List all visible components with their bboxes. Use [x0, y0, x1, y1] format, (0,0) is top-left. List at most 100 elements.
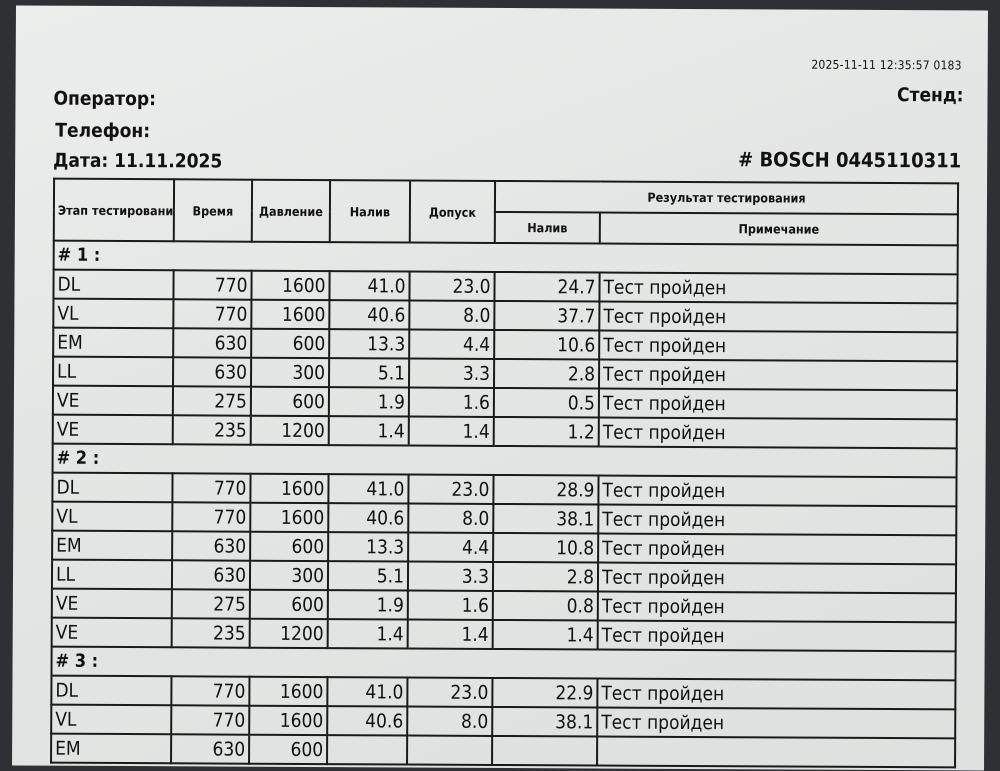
table-row: DL 770 1600 41.0 23.0 24.7 Тест пройден — [53, 269, 958, 304]
group-label: # 2 : — [52, 443, 957, 478]
cell-note: Тест пройден — [597, 620, 956, 652]
cell-pressure: 600 — [250, 386, 330, 417]
cell-stage: EM — [52, 530, 173, 561]
cell-fill: 13.3 — [329, 329, 410, 359]
cell-note: Тест пройден — [598, 388, 957, 420]
header-fill: Налив — [329, 180, 411, 243]
cell-stage: VE — [52, 414, 173, 445]
table-row: VL 770 1600 40.6 8.0 38.1 Тест пройден — [52, 501, 957, 536]
cell-tolerance: 8.0 — [407, 706, 493, 736]
cell-result-fill: 28.9 — [493, 474, 599, 505]
cell-result-fill: 22.9 — [492, 677, 598, 708]
cell-stage: LL — [51, 559, 173, 590]
group-label: # 1 : — [53, 240, 958, 275]
cell-note: Тест пройден — [599, 272, 958, 304]
cell-fill: 5.1 — [329, 358, 410, 388]
cell-time: 770 — [171, 705, 250, 735]
table-row: VE 235 1200 1.4 1.4 1.4 Тест пройден — [51, 617, 956, 652]
test-results-table: Этап тестирования Время Давление Налив Д… — [50, 178, 959, 769]
header-pressure: Давление — [251, 179, 331, 243]
cell-note: Тест пройден — [599, 301, 958, 333]
cell-result-fill: 24.7 — [494, 271, 600, 302]
cell-time: 275 — [172, 386, 252, 416]
table-row: DL 770 1600 41.0 23.0 22.9 Тест пройден — [51, 675, 956, 710]
cell-note: Тест пройден — [598, 359, 958, 391]
cell-note: Тест пройден — [597, 591, 956, 623]
cell-fill: 40.6 — [328, 503, 409, 533]
part-number: # BOSCH 0445110311 — [738, 147, 962, 173]
cell-tolerance: 1.6 — [407, 590, 493, 620]
table-row: EM 630 600 13.3 4.4 10.8 Тест пройден — [52, 530, 957, 565]
cell-tolerance: 23.0 — [408, 474, 494, 504]
cell-pressure: 300 — [251, 357, 330, 388]
cell-time: 770 — [171, 676, 250, 706]
table-row: EM 630 600 — [51, 733, 956, 768]
cell-result-fill: 10.6 — [494, 329, 600, 360]
cell-fill: 41.0 — [328, 474, 409, 504]
cell-fill: 1.4 — [328, 416, 409, 446]
table-row: LL 630 300 5.1 3.3 2.8 Тест пройден — [51, 559, 957, 594]
cell-tolerance: 8.0 — [409, 300, 495, 330]
cell-time: 770 — [172, 502, 251, 532]
table-row: VL 770 1600 40.6 8.0 38.1 Тест пройден — [51, 704, 956, 739]
cell-stage: VE — [51, 617, 172, 648]
cell-result-fill: 2.8 — [494, 358, 600, 389]
cell-result-fill: 1.4 — [492, 619, 598, 650]
cell-note: Тест пройден — [597, 678, 956, 710]
cell-fill: 5.1 — [327, 561, 409, 591]
cell-tolerance: 8.0 — [408, 503, 494, 533]
cell-tolerance: 3.3 — [409, 358, 495, 388]
cell-stage: VL — [53, 298, 174, 329]
phone-label: Телефон: — [55, 119, 151, 143]
test-report-sheet: 2025-11-11 12:35:57 0183 Оператор: Телеф… — [12, 5, 988, 771]
cell-pressure: 1600 — [249, 705, 328, 736]
cell-note: Тест пройден — [599, 330, 958, 362]
cell-tolerance: 4.4 — [408, 532, 494, 562]
cell-tolerance: 3.3 — [407, 561, 494, 591]
cell-stage: EM — [51, 733, 172, 764]
cell-pressure: 1600 — [249, 676, 328, 707]
cell-tolerance: 1.6 — [408, 387, 495, 417]
cell-fill: 13.3 — [328, 532, 409, 562]
group-row: # 3 : — [51, 646, 956, 681]
cell-tolerance: 23.0 — [407, 677, 493, 707]
table-row: DL 770 1600 41.0 23.0 28.9 Тест пройден — [52, 472, 957, 507]
table-row: EM 630 600 13.3 4.4 10.6 Тест пройден — [53, 327, 958, 362]
cell-result-fill: 38.1 — [493, 503, 599, 534]
cell-stage: VE — [51, 588, 172, 619]
cell-time: 275 — [171, 589, 250, 619]
cell-fill: 41.0 — [327, 677, 408, 707]
group-row: # 2 : — [52, 443, 957, 478]
cell-tolerance: 4.4 — [409, 329, 495, 359]
cell-fill: 40.6 — [327, 706, 408, 736]
cell-stage: LL — [53, 356, 174, 387]
cell-pressure: 600 — [251, 328, 330, 359]
cell-pressure: 600 — [249, 589, 328, 620]
cell-result-fill: 38.1 — [492, 706, 598, 737]
cell-stage: DL — [51, 675, 172, 706]
header-stage: Этап тестирования — [53, 178, 175, 242]
table-row: VE 235 1200 1.4 1.4 1.2 Тест пройден — [52, 414, 957, 449]
print-timestamp: 2025-11-11 12:35:57 0183 — [811, 57, 962, 73]
cell-fill: 40.6 — [329, 300, 410, 330]
cell-time: 630 — [172, 531, 251, 561]
group-label: # 3 : — [51, 646, 956, 681]
cell-stage: VE — [52, 385, 174, 416]
cell-time: 770 — [173, 270, 252, 300]
cell-stage: VL — [52, 501, 173, 532]
stand-label: Стенд: — [896, 84, 964, 107]
cell-note: Тест пройден — [598, 533, 957, 565]
cell-pressure: 600 — [250, 531, 329, 562]
cell-pressure: 300 — [249, 560, 329, 591]
table-row: LL 630 300 5.1 3.3 2.8 Тест пройден — [53, 356, 958, 391]
table-row: VE 275 600 1.9 1.6 0.5 Тест пройден — [52, 385, 957, 420]
cell-time: 770 — [173, 299, 252, 329]
cell-note: Тест пройден — [598, 417, 957, 449]
group-row: # 1 : — [53, 240, 958, 275]
cell-fill: 1.9 — [328, 387, 410, 417]
operator-label: Оператор: — [53, 87, 157, 111]
cell-result-fill: 0.5 — [493, 387, 599, 418]
cell-time: 235 — [171, 618, 250, 648]
cell-time: 630 — [173, 357, 252, 387]
cell-fill: 1.9 — [327, 590, 408, 620]
